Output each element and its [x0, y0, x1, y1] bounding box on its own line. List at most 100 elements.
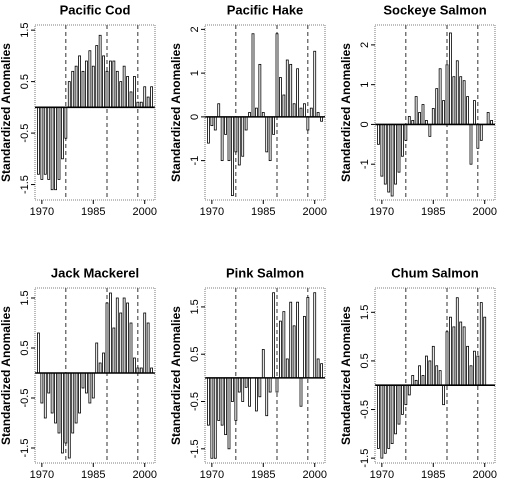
bar	[268, 377, 272, 393]
bar	[143, 86, 147, 108]
bar	[265, 377, 269, 417]
bar	[473, 350, 476, 386]
bar	[255, 107, 258, 118]
x-tick-label: 1970	[200, 206, 224, 218]
y-tick-label: 1.5	[19, 290, 31, 305]
plot-frame	[204, 287, 326, 464]
bar	[299, 377, 303, 407]
bar	[452, 76, 456, 125]
bar	[220, 116, 224, 162]
bar	[469, 365, 473, 386]
bar	[119, 81, 123, 108]
y-axis-label: Standardized Anomalies	[0, 306, 13, 445]
bar	[265, 116, 269, 153]
bar	[261, 349, 265, 379]
plot-frame	[374, 24, 496, 201]
bar	[306, 297, 310, 379]
y-tick-label: -0.5	[189, 392, 201, 411]
bar	[428, 360, 432, 386]
bar	[133, 357, 136, 374]
bar	[244, 116, 248, 131]
x-tick-label: 1970	[30, 206, 54, 218]
bar	[303, 103, 306, 118]
panel: Jack Mackerel Standardized Anomalies -1.5 -…	[0, 265, 157, 480]
x-tick-label: 2000	[472, 206, 496, 218]
bar	[81, 70, 85, 108]
bar	[380, 124, 384, 177]
bar	[88, 372, 92, 404]
bar	[418, 112, 421, 125]
bar	[122, 65, 126, 108]
bar	[275, 33, 279, 118]
bar	[251, 33, 255, 118]
bar	[234, 116, 238, 153]
bar	[483, 316, 487, 386]
bar	[473, 100, 476, 125]
bar	[313, 50, 317, 118]
bar	[407, 384, 411, 396]
bar	[431, 345, 435, 386]
bar	[445, 331, 449, 386]
bar	[115, 70, 119, 108]
y-tick-label: -1	[359, 159, 371, 169]
bar	[102, 55, 105, 108]
bar	[275, 377, 279, 393]
bar	[316, 358, 320, 379]
panel: Pacific Cod Standardized Anomalies -1.5 -0.…	[0, 2, 157, 217]
bar	[57, 106, 61, 180]
bar	[143, 312, 147, 374]
y-tick-label: 1	[189, 70, 201, 76]
x-tick-label: 1985	[251, 469, 275, 481]
bar	[244, 377, 248, 388]
bar	[292, 325, 296, 379]
bar	[231, 116, 234, 197]
x-tick-label: 2000	[302, 206, 326, 218]
bar	[126, 76, 129, 108]
y-tick-label: -1.5	[19, 175, 31, 194]
bar	[224, 377, 227, 436]
bar	[126, 302, 129, 374]
bar	[387, 124, 391, 193]
bar	[109, 292, 112, 374]
bar	[122, 297, 126, 374]
bar	[57, 372, 61, 434]
bar	[476, 124, 480, 149]
bar	[50, 106, 54, 191]
bar	[112, 60, 116, 108]
bar	[71, 70, 75, 108]
bar	[435, 88, 439, 125]
y-tick-label: -1.5	[189, 439, 201, 458]
bar	[54, 106, 57, 191]
bar	[418, 365, 421, 386]
y-axis-label: Standardized Anomalies	[0, 43, 13, 182]
bar	[241, 116, 245, 157]
bar	[95, 342, 99, 374]
panel-title: Pink Salmon	[226, 265, 304, 280]
panel: Pacific Hake Standardized Anomalies -1 0 1 2 1…	[169, 2, 327, 217]
bar	[282, 311, 286, 379]
plot-frame	[374, 287, 496, 464]
bar	[85, 372, 88, 394]
bar	[425, 355, 428, 386]
bar	[98, 34, 102, 108]
y-tick-label: 0	[359, 121, 371, 127]
bar	[445, 64, 449, 125]
bar	[43, 372, 47, 419]
bar	[462, 326, 466, 386]
bar	[411, 375, 415, 386]
bar	[303, 315, 306, 379]
x-tick-label: 1985	[421, 206, 445, 218]
bar	[479, 302, 483, 386]
plot-frame	[34, 24, 156, 201]
bar	[466, 96, 469, 125]
bar	[213, 377, 217, 459]
bar	[435, 365, 439, 386]
bar	[476, 355, 480, 386]
bar	[98, 362, 102, 374]
bar	[407, 116, 411, 125]
panel-title: Pacific Hake	[227, 2, 304, 17]
bar	[387, 384, 391, 449]
bar	[78, 372, 81, 414]
bar	[224, 116, 227, 135]
